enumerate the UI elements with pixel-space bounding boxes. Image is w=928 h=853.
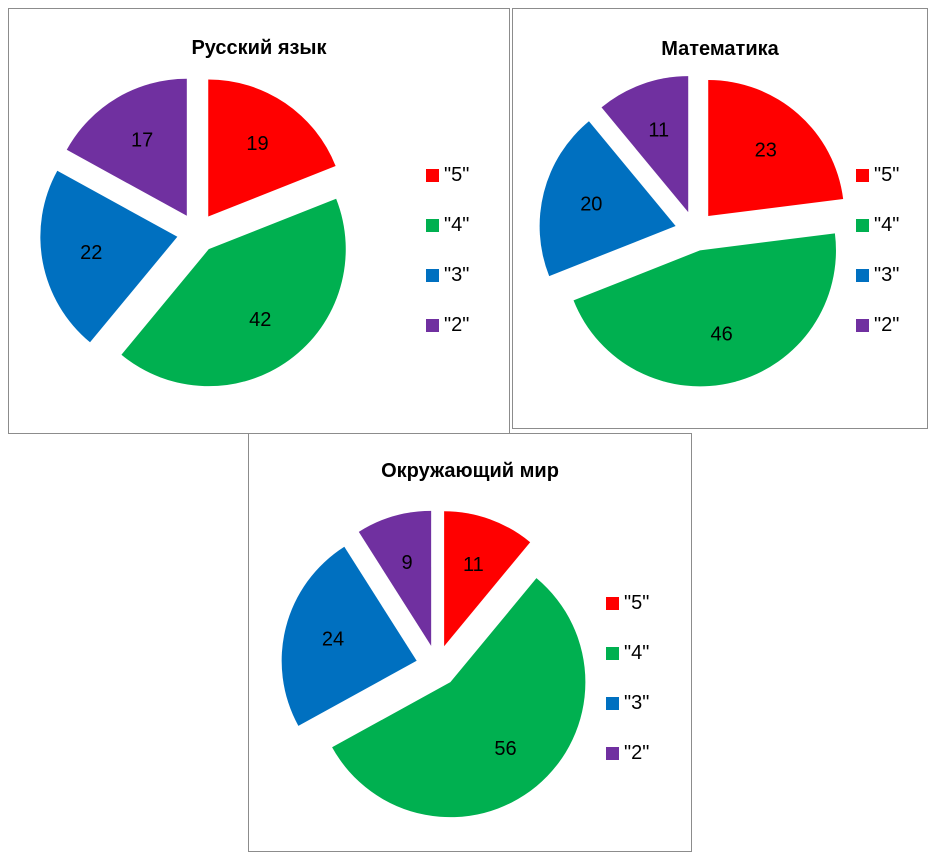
- legend-label: "2": [444, 313, 470, 336]
- legend-item: "5": [606, 591, 649, 615]
- pie-slice: [539, 121, 676, 277]
- data-label: 24: [322, 628, 344, 650]
- pie-slice: [358, 510, 432, 646]
- chart-title: Математика: [661, 38, 779, 60]
- legend-label: "2": [624, 741, 650, 764]
- legend-label: "4": [444, 213, 470, 236]
- legend-swatch: [606, 696, 619, 710]
- legend-label: "4": [624, 641, 650, 664]
- chart-world-around: Окружающий мир 11 56 24 9 "5" "4" "3" "2": [248, 433, 692, 852]
- pie-slice: [66, 78, 187, 216]
- legend-swatch: [606, 646, 619, 660]
- legend-swatch: [426, 218, 439, 232]
- pie-slice: [281, 546, 417, 726]
- legend-swatch: [856, 318, 869, 332]
- pie-plot: 19 42 22 17: [40, 78, 346, 387]
- legend-label: "2": [874, 313, 900, 336]
- legend-label: "3": [624, 691, 650, 714]
- legend-swatch: [606, 746, 619, 760]
- legend-item: "2": [606, 741, 649, 765]
- data-label: 46: [710, 324, 732, 346]
- legend-swatch: [606, 596, 619, 610]
- legend-label: "5": [444, 163, 470, 186]
- chart-title: Русский язык: [191, 37, 327, 59]
- legend-item: "2": [856, 313, 899, 337]
- legend-swatch: [426, 168, 439, 182]
- pie-plot: 11 56 24 9: [281, 510, 586, 818]
- legend-item: "5": [426, 163, 469, 187]
- legend-label: "4": [874, 213, 900, 236]
- pie-slice: [444, 511, 531, 647]
- legend-swatch: [856, 218, 869, 232]
- pie-slice: [708, 79, 844, 216]
- pie-slice: [573, 233, 836, 387]
- data-label: 19: [246, 133, 268, 155]
- data-label: 11: [463, 554, 484, 576]
- pie-slice: [121, 198, 346, 387]
- legend-label: "3": [444, 263, 470, 286]
- data-label: 22: [80, 242, 102, 264]
- legend-item: "3": [426, 263, 469, 287]
- data-label: 23: [755, 140, 777, 162]
- pie-plot: 23 46 20 11: [539, 76, 844, 387]
- data-label: 56: [494, 738, 516, 760]
- legend-item: "3": [606, 691, 649, 715]
- chart-russian-language: Русский язык 19 42 22 17 "5" "4" "3" "2": [8, 8, 510, 434]
- pie-slice: [601, 76, 689, 213]
- legend-item: "2": [426, 313, 469, 337]
- legend-swatch: [856, 168, 869, 182]
- chart-title: Окружающий мир: [381, 460, 559, 482]
- legend-item: "5": [856, 163, 899, 187]
- legend-label: "5": [874, 163, 900, 186]
- legend-item: "3": [856, 263, 899, 287]
- legend-swatch: [426, 268, 439, 282]
- pie-slice: [40, 170, 178, 343]
- data-label: 11: [648, 119, 669, 141]
- legend-item: "4": [606, 641, 649, 665]
- legend-swatch: [856, 268, 869, 282]
- legend-label: "3": [874, 263, 900, 286]
- pie-slice: [208, 79, 336, 217]
- chart-mathematics: Математика 23 46 20 11 "5" "4" "3" "2": [512, 8, 928, 429]
- pie-slice: [332, 578, 586, 818]
- data-label: 42: [249, 309, 271, 331]
- legend-label: "5": [624, 591, 650, 614]
- legend-swatch: [426, 318, 439, 332]
- data-label: 17: [131, 129, 153, 151]
- data-label: 20: [580, 193, 602, 215]
- legend-item: "4": [856, 213, 899, 237]
- legend-item: "4": [426, 213, 469, 237]
- data-label: 9: [401, 552, 412, 574]
